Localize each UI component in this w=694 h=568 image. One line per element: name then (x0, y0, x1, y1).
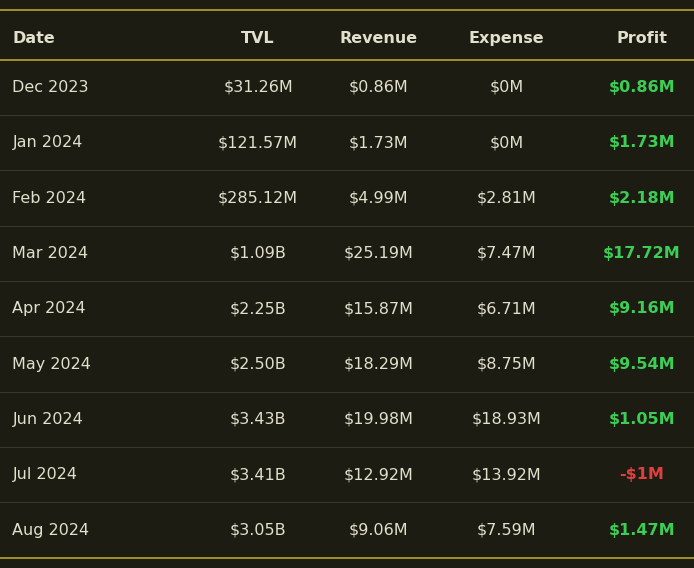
Text: TVL: TVL (242, 31, 275, 45)
Text: $9.54M: $9.54M (609, 357, 675, 371)
Text: $1.73M: $1.73M (609, 135, 675, 150)
Text: $9.06M: $9.06M (349, 523, 409, 537)
Text: $1.05M: $1.05M (609, 412, 675, 427)
Text: $17.72M: $17.72M (603, 246, 681, 261)
Text: $3.41B: $3.41B (230, 467, 287, 482)
Text: Jul 2024: Jul 2024 (12, 467, 78, 482)
Text: $3.05B: $3.05B (230, 523, 287, 537)
Text: $3.43B: $3.43B (230, 412, 287, 427)
Text: $2.25B: $2.25B (230, 301, 287, 316)
Text: $15.87M: $15.87M (344, 301, 414, 316)
Text: Aug 2024: Aug 2024 (12, 523, 90, 537)
Text: $2.18M: $2.18M (609, 190, 675, 206)
Text: $7.47M: $7.47M (477, 246, 536, 261)
Text: $0.86M: $0.86M (609, 80, 675, 95)
Text: $0.86M: $0.86M (349, 80, 409, 95)
Text: $1.73M: $1.73M (349, 135, 409, 150)
Text: $121.57M: $121.57M (218, 135, 298, 150)
Text: $7.59M: $7.59M (477, 523, 536, 537)
Text: $12.92M: $12.92M (344, 467, 414, 482)
Text: $0M: $0M (489, 135, 524, 150)
Text: $1.09B: $1.09B (230, 246, 287, 261)
Text: -$1M: -$1M (620, 467, 664, 482)
Text: $18.93M: $18.93M (472, 412, 541, 427)
Text: Revenue: Revenue (340, 31, 418, 45)
Text: $13.92M: $13.92M (472, 467, 541, 482)
Text: $0M: $0M (489, 80, 524, 95)
Text: $1.47M: $1.47M (609, 523, 675, 537)
Text: $2.81M: $2.81M (477, 190, 536, 206)
Text: $285.12M: $285.12M (218, 190, 298, 206)
Text: Expense: Expense (469, 31, 544, 45)
Text: $18.29M: $18.29M (344, 357, 414, 371)
Text: Dec 2023: Dec 2023 (12, 80, 89, 95)
Text: $4.99M: $4.99M (349, 190, 409, 206)
Text: Mar 2024: Mar 2024 (12, 246, 89, 261)
Text: Feb 2024: Feb 2024 (12, 190, 87, 206)
Text: $31.26M: $31.26M (223, 80, 293, 95)
Text: Jun 2024: Jun 2024 (12, 412, 83, 427)
Text: $2.50B: $2.50B (230, 357, 287, 371)
Text: Profit: Profit (616, 31, 668, 45)
Text: Jan 2024: Jan 2024 (12, 135, 83, 150)
Text: $6.71M: $6.71M (477, 301, 536, 316)
Text: $19.98M: $19.98M (344, 412, 414, 427)
Text: $25.19M: $25.19M (344, 246, 414, 261)
Text: $9.16M: $9.16M (609, 301, 675, 316)
Text: $8.75M: $8.75M (477, 357, 536, 371)
Text: May 2024: May 2024 (12, 357, 92, 371)
Text: Apr 2024: Apr 2024 (12, 301, 86, 316)
Text: Date: Date (12, 31, 56, 45)
